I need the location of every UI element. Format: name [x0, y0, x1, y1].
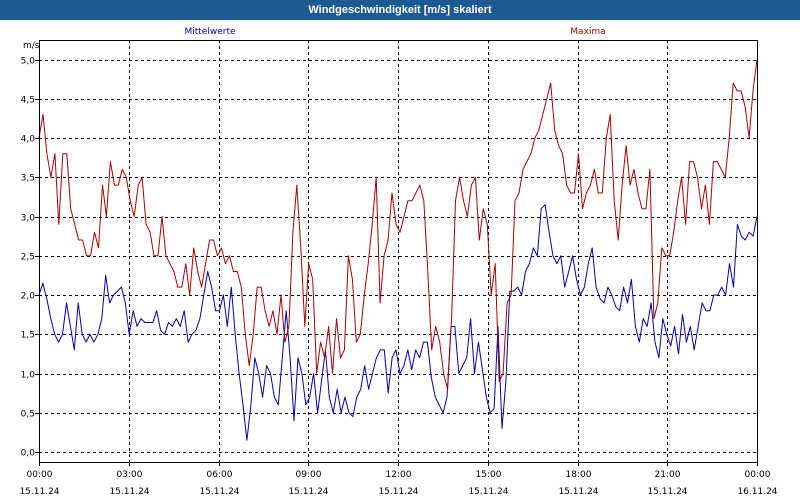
- window-title: Windgeschwindigkeit [m/s] skaliert: [0, 0, 800, 20]
- y-tick-label: 3,5: [21, 174, 35, 184]
- x-tick-label-date: 15.11.24: [558, 487, 598, 497]
- x-tick-label-time: 18:00: [566, 470, 592, 480]
- y-tick-label: 1,0: [21, 371, 36, 381]
- x-tick-label-date: 15.11.24: [288, 487, 328, 497]
- x-tick-label-date: 15.11.24: [647, 487, 687, 497]
- y-tick-label: 2,0: [21, 292, 36, 302]
- legend-mean: Mittelwerte: [184, 27, 235, 37]
- y-tick-label: 0,5: [21, 410, 35, 420]
- legend-max: Maxima: [570, 27, 605, 37]
- x-tick-label-time: 06:00: [207, 470, 233, 480]
- x-tick-label-date: 16.11.24: [737, 487, 777, 497]
- x-tick-label-time: 03:00: [117, 470, 143, 480]
- y-tick-label: 4,0: [21, 135, 36, 145]
- x-tick-label-time: 21:00: [655, 470, 681, 480]
- series-line-maxima: [38, 59, 758, 390]
- x-tick-label-date: 15.11.24: [19, 487, 59, 497]
- x-tick-label-date: 15.11.24: [109, 487, 149, 497]
- x-tick-label-time: 00:00: [745, 470, 771, 480]
- x-tick-label-date: 15.11.24: [199, 487, 239, 497]
- y-tick-label: 5,0: [21, 57, 36, 67]
- grid: [39, 40, 757, 462]
- y-tick-label: 3,0: [21, 214, 36, 224]
- x-tick-label-time: 12:00: [386, 470, 412, 480]
- x-tick-label-time: 15:00: [476, 470, 502, 480]
- series: [38, 59, 758, 441]
- x-tick-label-date: 15.11.24: [468, 487, 508, 497]
- y-tick-label: 4,5: [21, 96, 35, 106]
- x-axis: 00:00 15.11.24 03:00 15.11.24 06:00 15.11.24 0…: [19, 462, 778, 497]
- y-axis: 5,0 4,5 4,0 3,5 3,0 2,5 2,0 1,5 1,0 0,5 0,0: [21, 57, 39, 459]
- y-tick-label: 1,5: [21, 331, 35, 341]
- x-tick-label-time: 00:00: [27, 470, 53, 480]
- x-tick-label-time: 09:00: [296, 470, 322, 480]
- y-tick-label: 0,0: [21, 449, 36, 459]
- series-line-mittelwerte: [38, 204, 758, 441]
- y-tick-label: 2,5: [21, 253, 35, 263]
- x-tick-label-date: 15.11.24: [378, 487, 418, 497]
- plot-frame: [39, 40, 758, 463]
- chart: 5,0 4,5 4,0 3,5 3,0 2,5 2,0 1,5 1,0 0,5 0,0 00:00 1…: [19, 27, 778, 497]
- y-axis-label: m/s: [23, 41, 40, 51]
